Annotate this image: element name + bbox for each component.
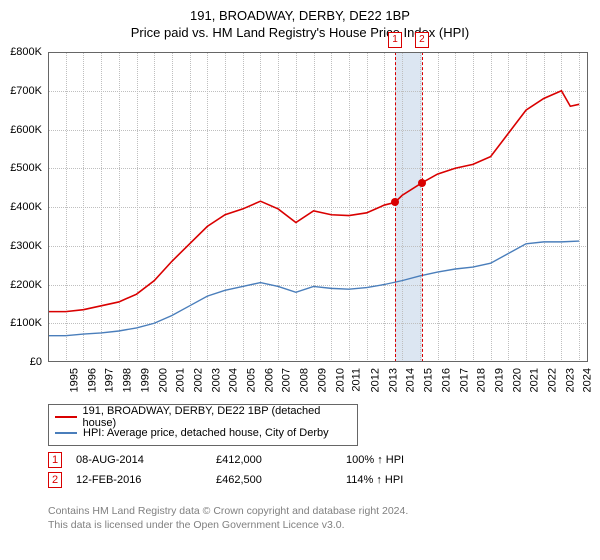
- x-tick-label: 2024: [582, 368, 594, 392]
- x-tick-label: 2008: [299, 368, 311, 392]
- table-cell: 12-FEB-2016: [76, 474, 216, 486]
- table-cell: £412,000: [216, 454, 346, 466]
- x-tick-label: 1996: [86, 368, 98, 392]
- x-tick-label: 2007: [281, 368, 293, 392]
- legend-label: 191, BROADWAY, DERBY, DE22 1BP (detached…: [83, 405, 351, 429]
- y-tick-label: £200K: [2, 279, 42, 291]
- x-tick-label: 2005: [246, 368, 258, 392]
- x-tick-label: 2018: [476, 368, 488, 392]
- x-tick-label: 1997: [104, 368, 116, 392]
- y-tick-label: £500K: [2, 162, 42, 174]
- table-cell: 100% ↑ HPI: [346, 454, 466, 466]
- x-tick-label: 1999: [139, 368, 151, 392]
- x-tick-label: 2014: [405, 368, 417, 392]
- chart-legend: 191, BROADWAY, DERBY, DE22 1BP (detached…: [48, 404, 358, 446]
- x-tick-label: 1998: [122, 368, 134, 392]
- x-tick-label: 2016: [440, 368, 452, 392]
- row-marker: 2: [48, 472, 62, 488]
- x-tick-label: 2009: [316, 368, 328, 392]
- x-tick-label: 2013: [387, 368, 399, 392]
- y-tick-label: £600K: [2, 124, 42, 136]
- y-tick-label: £0: [2, 356, 42, 368]
- y-tick-label: £100K: [2, 317, 42, 329]
- x-tick-label: 2000: [157, 368, 169, 392]
- x-tick-label: 2021: [529, 368, 541, 392]
- x-tick-label: 2015: [423, 368, 435, 392]
- legend-swatch: [55, 432, 77, 434]
- footer-line: Contains HM Land Registry data © Crown c…: [48, 504, 408, 518]
- table-cell: £462,500: [216, 474, 346, 486]
- legend-label: HPI: Average price, detached house, City…: [83, 427, 329, 439]
- x-tick-label: 2010: [334, 368, 346, 392]
- table-cell: 114% ↑ HPI: [346, 474, 466, 486]
- table-row: 1 08-AUG-2014£412,000100% ↑ HPI: [48, 450, 466, 470]
- plot-border: [48, 52, 588, 362]
- page-title: 191, BROADWAY, DERBY, DE22 1BP: [0, 0, 600, 23]
- y-tick-label: £300K: [2, 240, 42, 252]
- footer-line: This data is licensed under the Open Gov…: [48, 518, 408, 532]
- table-row: 2 12-FEB-2016£462,500114% ↑ HPI: [48, 470, 466, 490]
- x-tick-label: 2002: [192, 368, 204, 392]
- x-tick-label: 1995: [68, 368, 80, 392]
- marker-number: 2: [415, 32, 429, 48]
- x-tick-label: 2017: [458, 368, 470, 392]
- x-tick-label: 2023: [564, 368, 576, 392]
- legend-item: HPI: Average price, detached house, City…: [55, 425, 351, 441]
- x-tick-label: 2011: [351, 368, 363, 392]
- y-tick-label: £700K: [2, 85, 42, 97]
- x-tick-label: 2001: [175, 368, 187, 392]
- row-marker: 1: [48, 452, 62, 468]
- legend-swatch: [55, 416, 77, 418]
- x-tick-label: 2006: [263, 368, 275, 392]
- x-tick-label: 2019: [493, 368, 505, 392]
- y-tick-label: £800K: [2, 46, 42, 58]
- page-subtitle: Price paid vs. HM Land Registry's House …: [0, 23, 600, 46]
- table-cell: 08-AUG-2014: [76, 454, 216, 466]
- x-tick-label: 2012: [369, 368, 381, 392]
- x-tick-label: 2022: [547, 368, 559, 392]
- footer-attribution: Contains HM Land Registry data © Crown c…: [48, 504, 408, 532]
- x-tick-label: 2003: [210, 368, 222, 392]
- y-tick-label: £400K: [2, 201, 42, 213]
- price-chart: £0£100K£200K£300K£400K£500K£600K£700K£80…: [48, 52, 588, 362]
- x-tick-label: 2004: [228, 368, 240, 392]
- transactions-table: 1 08-AUG-2014£412,000100% ↑ HPI 2 12-FEB-20…: [48, 450, 466, 490]
- x-tick-label: 2020: [511, 368, 523, 392]
- marker-number: 1: [388, 32, 402, 48]
- legend-item: 191, BROADWAY, DERBY, DE22 1BP (detached…: [55, 409, 351, 425]
